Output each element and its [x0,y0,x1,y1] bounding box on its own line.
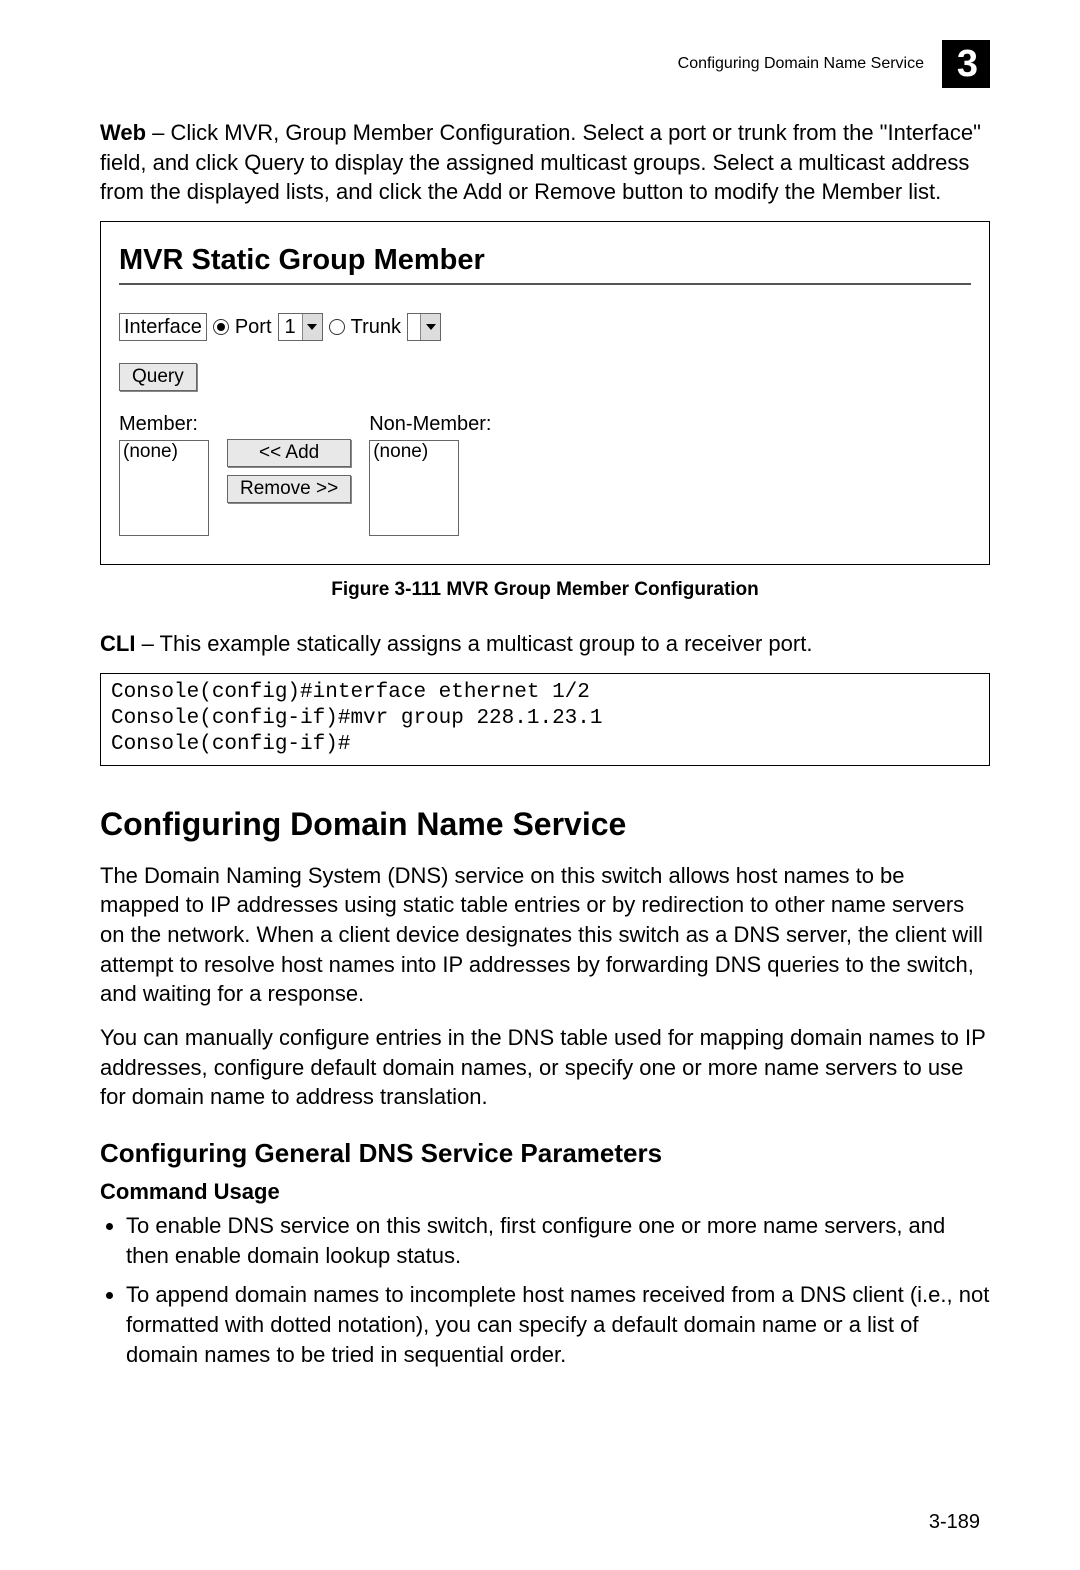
dns-subheading: Configuring General DNS Service Paramete… [100,1138,990,1169]
chevron-down-icon [420,314,440,340]
query-button[interactable]: Query [119,363,197,391]
web-lead: Web [100,120,146,145]
list-item: To enable DNS service on this switch, fi… [126,1211,990,1270]
member-block: Member: (none) << Add Remove >> Non-Memb… [119,413,971,536]
interface-row: Interface Port 1 Trunk [119,313,971,341]
mvr-figure-box: MVR Static Group Member Interface Port 1… [100,221,990,565]
header-section-title: Configuring Domain Name Service [678,55,924,73]
add-remove-buttons: << Add Remove >> [227,439,351,503]
figure-caption: Figure 3-111 MVR Group Member Configurat… [100,579,990,601]
command-usage-list: To enable DNS service on this switch, fi… [100,1211,990,1369]
add-button[interactable]: << Add [227,439,351,467]
nonmember-label: Non-Member: [369,413,491,436]
trunk-radio[interactable] [329,319,345,335]
cli-instructions: CLI – This example statically assigns a … [100,629,990,659]
chevron-down-icon [302,314,322,340]
trunk-label: Trunk [351,316,401,339]
cli-text: – This example statically assigns a mult… [135,631,812,656]
list-item: To append domain names to incomplete hos… [126,1280,990,1369]
interface-label: Interface [119,313,207,341]
dns-para-2: You can manually configure entries in th… [100,1023,990,1112]
page-number: 3-189 [929,1511,980,1534]
chapter-number-badge: 3 [942,40,990,88]
dns-para-1: The Domain Naming System (DNS) service o… [100,861,990,1009]
nonmember-column: Non-Member: (none) [369,413,491,536]
trunk-select-value [408,314,420,340]
port-label: Port [235,316,272,339]
trunk-select[interactable] [407,313,441,341]
command-usage-heading: Command Usage [100,1179,990,1205]
web-text: – Click MVR, Group Member Configuration.… [100,120,981,204]
page-header: Configuring Domain Name Service 3 [100,40,990,88]
member-listbox[interactable]: (none) [119,440,209,536]
dns-heading: Configuring Domain Name Service [100,806,990,843]
remove-button[interactable]: Remove >> [227,475,351,503]
member-label: Member: [119,413,209,436]
member-column: Member: (none) [119,413,209,536]
cli-lead: CLI [100,631,135,656]
cli-code-block: Console(config)#interface ethernet 1/2 C… [100,673,990,766]
web-instructions: Web – Click MVR, Group Member Configurat… [100,118,990,207]
nonmember-listbox[interactable]: (none) [369,440,459,536]
port-select[interactable]: 1 [278,313,323,341]
figure-title: MVR Static Group Member [119,244,971,277]
port-select-value: 1 [279,314,302,340]
figure-divider [119,283,971,285]
port-radio[interactable] [213,319,229,335]
